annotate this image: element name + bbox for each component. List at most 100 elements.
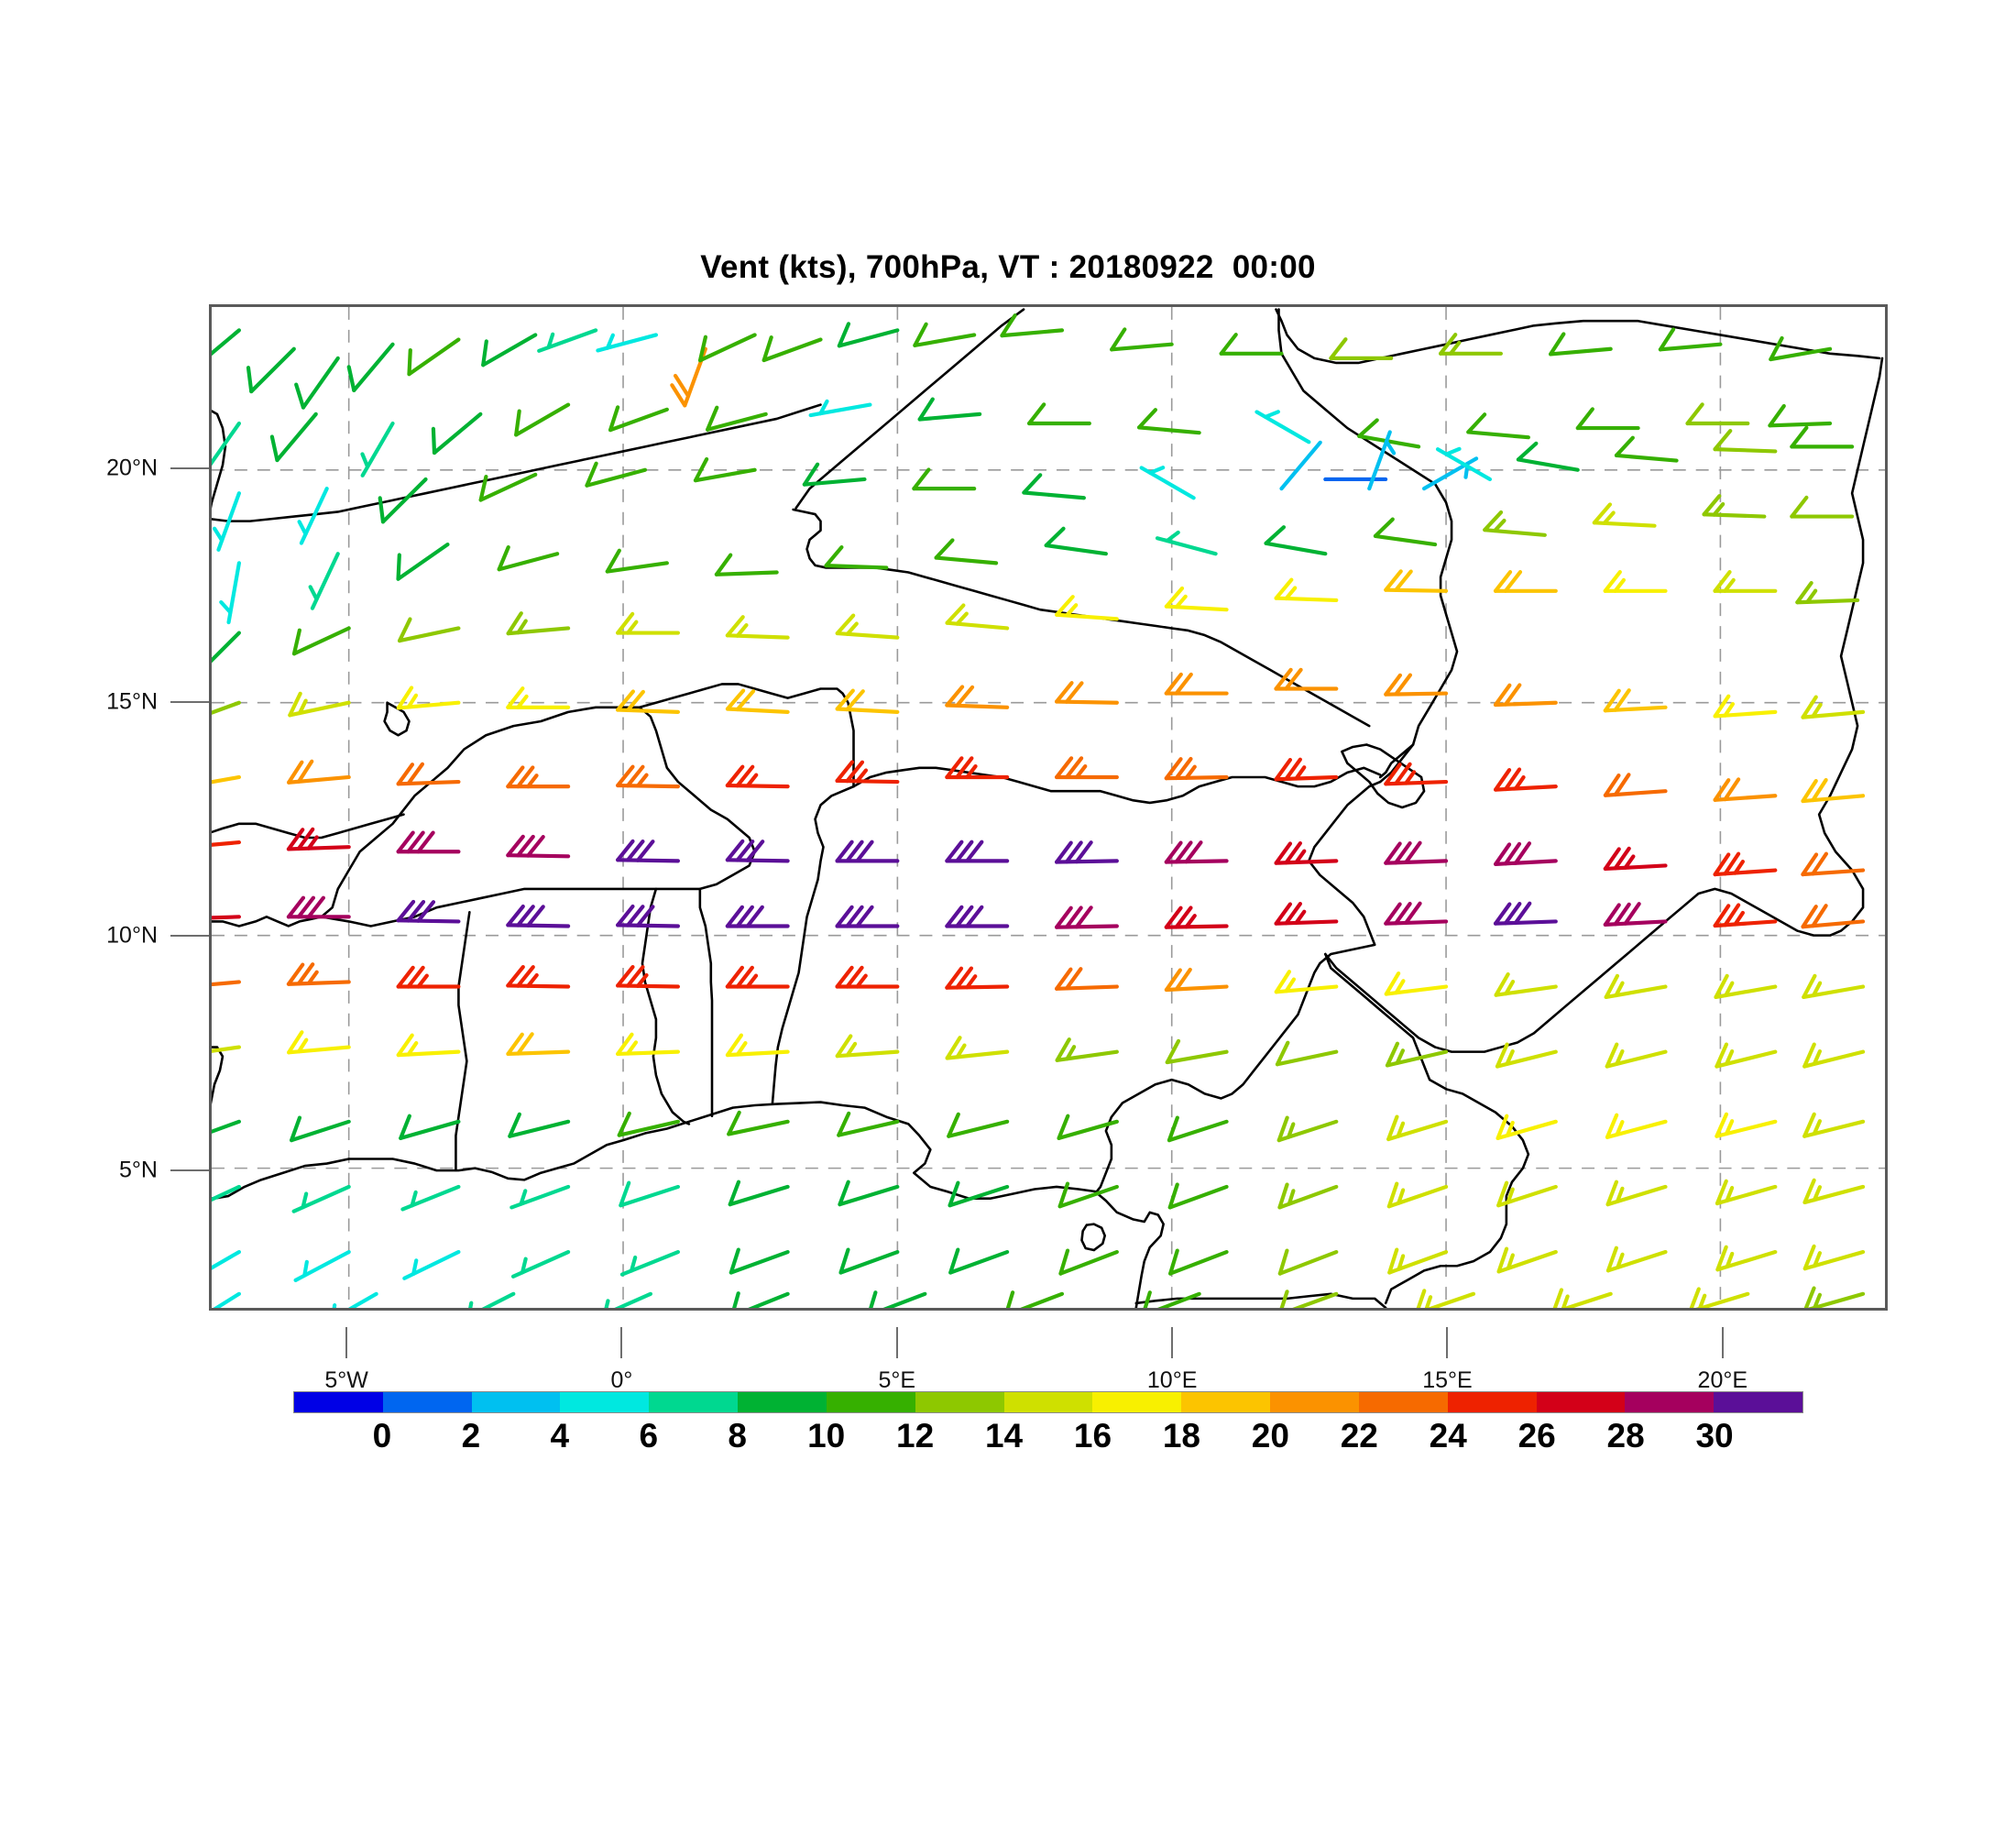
wind-barb [838, 1247, 900, 1275]
wind-barb [286, 895, 351, 919]
wind-barb [1803, 1286, 1866, 1308]
lat-axis-label: 15°N [106, 688, 158, 715]
wind-barb [835, 965, 900, 989]
wind-barb [725, 688, 790, 714]
wind-barb [396, 1033, 461, 1058]
colorbar-segment[interactable] [471, 1392, 561, 1412]
coastline-path [212, 409, 227, 510]
wind-barb [1044, 526, 1108, 556]
wind-barb [431, 412, 483, 456]
wind-barb [945, 756, 1010, 780]
coastline-path [794, 308, 1025, 510]
lon-tick-mark [620, 1327, 623, 1358]
wind-barb [945, 1036, 1010, 1060]
colorbar-segment[interactable] [1181, 1392, 1271, 1412]
colorbar-segment[interactable] [382, 1392, 472, 1412]
wind-barb [947, 1112, 1010, 1138]
wind-barb [1026, 402, 1091, 426]
lat-tick-mark [170, 466, 209, 469]
wind-barb [948, 1180, 1010, 1208]
colorbar-tick-label: 6 [639, 1417, 659, 1454]
wind-barb [1715, 1042, 1778, 1069]
wind-barb [1614, 435, 1679, 463]
wind-barb [212, 1249, 241, 1270]
wind-barb [508, 1112, 571, 1138]
wind-barb [945, 840, 1010, 863]
wind-barb [725, 764, 790, 789]
colorbar-tick-label: 22 [1340, 1417, 1378, 1454]
wind-barb [1689, 1287, 1750, 1308]
wind-barb [497, 544, 560, 572]
wind-barb [1057, 1114, 1119, 1141]
colorbar-tick-label: 4 [550, 1417, 570, 1454]
wind-barb [761, 335, 823, 363]
wind-barb [616, 611, 681, 635]
wind-barb [1164, 906, 1229, 929]
wind-barb [945, 603, 1010, 631]
colorbar-tick-label: 16 [1073, 1417, 1112, 1454]
wind-barb [835, 688, 900, 714]
colorbar-segment[interactable] [560, 1392, 650, 1412]
wind-barb [1802, 973, 1866, 1000]
colorbar-segment[interactable] [294, 1392, 383, 1412]
wind-barb [1384, 569, 1449, 593]
wind-barb [212, 980, 241, 987]
wind-barb [706, 405, 768, 432]
colorbar-segment[interactable] [1447, 1392, 1537, 1412]
wind-barb [396, 542, 450, 581]
lon-axis-label: 5°E [878, 1367, 916, 1393]
wind-barb [1715, 1112, 1778, 1138]
colorbar[interactable] [293, 1391, 1803, 1413]
wind-barb [1516, 441, 1580, 472]
wind-barb [506, 904, 571, 928]
wind-barb [506, 964, 571, 989]
wind-barb [945, 966, 1010, 990]
colorbar-segment[interactable] [1270, 1392, 1359, 1412]
wind-barb [948, 1247, 1010, 1275]
wind-barb [290, 1115, 351, 1143]
colorbar-tick-label: 2 [461, 1417, 481, 1454]
map-plot-area[interactable] [209, 304, 1888, 1311]
colorbar-segment[interactable] [1003, 1392, 1093, 1412]
colorbar-segment[interactable] [1536, 1392, 1626, 1412]
colorbar-segment[interactable] [915, 1392, 1004, 1412]
colorbar-segment[interactable] [826, 1392, 915, 1412]
colorbar-segment[interactable] [1358, 1392, 1448, 1412]
wind-barb [1139, 466, 1196, 500]
lon-tick-mark [1446, 1327, 1449, 1358]
wind-barb [468, 1291, 516, 1308]
colorbar-segment[interactable] [649, 1392, 739, 1412]
colorbar-tick-label: 18 [1162, 1417, 1200, 1454]
wind-barb [407, 337, 461, 377]
coastline-path [638, 683, 855, 788]
colorbar-segment[interactable] [1092, 1392, 1182, 1412]
colorbar-segment[interactable] [1714, 1392, 1803, 1412]
lat-tick-mark [170, 935, 209, 938]
lon-tick-mark [345, 1327, 348, 1358]
wind-barb [360, 421, 395, 477]
wind-barb [1274, 667, 1339, 691]
colorbar-segment[interactable] [1625, 1392, 1715, 1412]
wind-barb [1496, 1246, 1558, 1274]
wind-barb [837, 1111, 900, 1137]
lon-axis-label: 15°E [1422, 1367, 1473, 1393]
wind-barb [1055, 1037, 1119, 1062]
coastline-path [1093, 780, 1382, 1195]
wind-barb [213, 1291, 241, 1308]
coastline-path [212, 916, 323, 927]
wind-barb [596, 333, 658, 353]
wind-barb [286, 827, 351, 851]
wind-barb [397, 617, 461, 643]
lat-axis-label: 10°N [106, 922, 158, 949]
wind-barb [1385, 1041, 1449, 1068]
wind-barb [1702, 494, 1767, 519]
coastline-path [641, 887, 691, 1125]
colorbar-segment[interactable] [738, 1392, 827, 1412]
wind-barb [1164, 586, 1229, 612]
wind-barb [728, 1180, 790, 1207]
wind-barb [1421, 456, 1479, 491]
lat-tick-mark [170, 701, 209, 704]
wind-barb [1386, 1181, 1449, 1209]
wind-barb [212, 840, 241, 847]
wind-barb [837, 322, 900, 348]
